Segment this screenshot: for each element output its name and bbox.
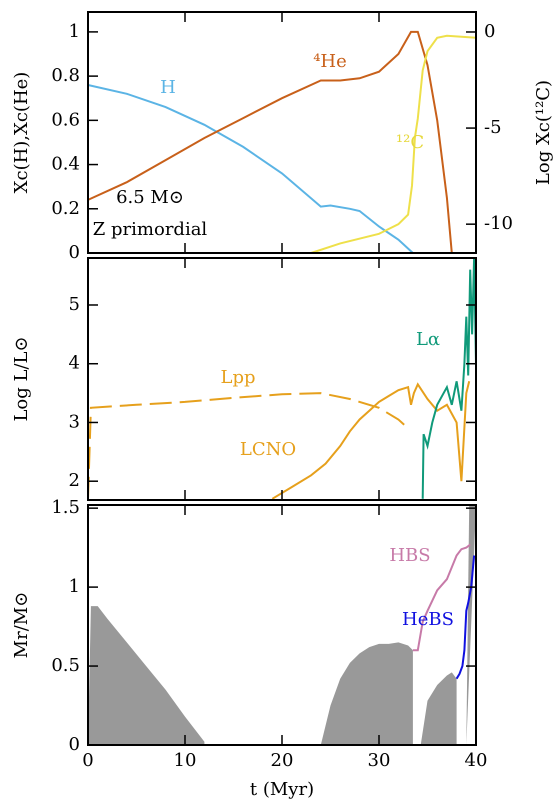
convective-region xyxy=(320,642,413,745)
panel-frame xyxy=(87,257,477,501)
y-tick-label: 0.6 xyxy=(51,109,80,130)
y2-axis-label: Log Xc(¹²C) xyxy=(533,80,554,185)
line xyxy=(87,30,453,254)
y-tick-label: 0.5 xyxy=(51,655,80,676)
line xyxy=(271,381,471,500)
y2-tick-label: -10 xyxy=(484,213,513,234)
y-tick-label: 1 xyxy=(69,576,80,597)
annotation: HBS xyxy=(389,545,430,566)
y-tick-label: 2 xyxy=(69,470,80,491)
x-tick-label: 40 xyxy=(465,750,488,771)
y-tick-label: 0.8 xyxy=(51,65,80,86)
y-tick-label: 5 xyxy=(69,294,80,315)
y-tick-label: 0.2 xyxy=(51,198,80,219)
y-tick-label: 1 xyxy=(69,21,80,42)
y-tick-label: 4 xyxy=(69,353,80,374)
convective-region xyxy=(466,505,476,745)
annotation: ¹²C xyxy=(396,132,424,153)
annotation: HeBS xyxy=(402,609,454,630)
annotation: H xyxy=(160,77,176,98)
x-tick-label: 20 xyxy=(271,750,294,771)
line xyxy=(87,84,414,254)
annotation: ⁴He xyxy=(313,51,347,72)
annotation: Lα xyxy=(416,329,440,350)
line xyxy=(421,257,477,499)
panel-frame xyxy=(87,11,477,254)
y2-tick-label: 0 xyxy=(484,21,495,42)
y-tick-label: 1.5 xyxy=(51,497,80,518)
line xyxy=(412,543,471,652)
annotation: 6.5 M⊙ xyxy=(116,187,184,208)
x-tick-label: 30 xyxy=(368,750,391,771)
y-tick-label: 3 xyxy=(69,411,80,432)
x-tick-label: 10 xyxy=(174,750,197,771)
y-axis-label: Xc(H),Xc(He) xyxy=(11,72,32,194)
line xyxy=(310,34,477,254)
annotation: Z primordial xyxy=(93,219,208,240)
annotation: Lpp xyxy=(221,367,256,388)
line xyxy=(455,555,476,680)
y-tick-label: 0 xyxy=(69,242,80,263)
x-tick-label: 0 xyxy=(82,750,93,771)
convective-region xyxy=(88,606,205,745)
x-axis-label: t (Myr) xyxy=(250,779,314,800)
line xyxy=(87,392,409,499)
panel-frame xyxy=(87,504,477,746)
y2-tick-label: -5 xyxy=(484,117,502,138)
annotation: LCNO xyxy=(240,439,296,460)
y-tick-label: 0 xyxy=(69,734,80,755)
y-axis-label: Mr/M⊙ xyxy=(11,592,32,659)
y-axis-label: Log L/L⊙ xyxy=(11,336,32,421)
convective-region xyxy=(420,672,457,745)
y-tick-label: 0.4 xyxy=(51,154,80,175)
